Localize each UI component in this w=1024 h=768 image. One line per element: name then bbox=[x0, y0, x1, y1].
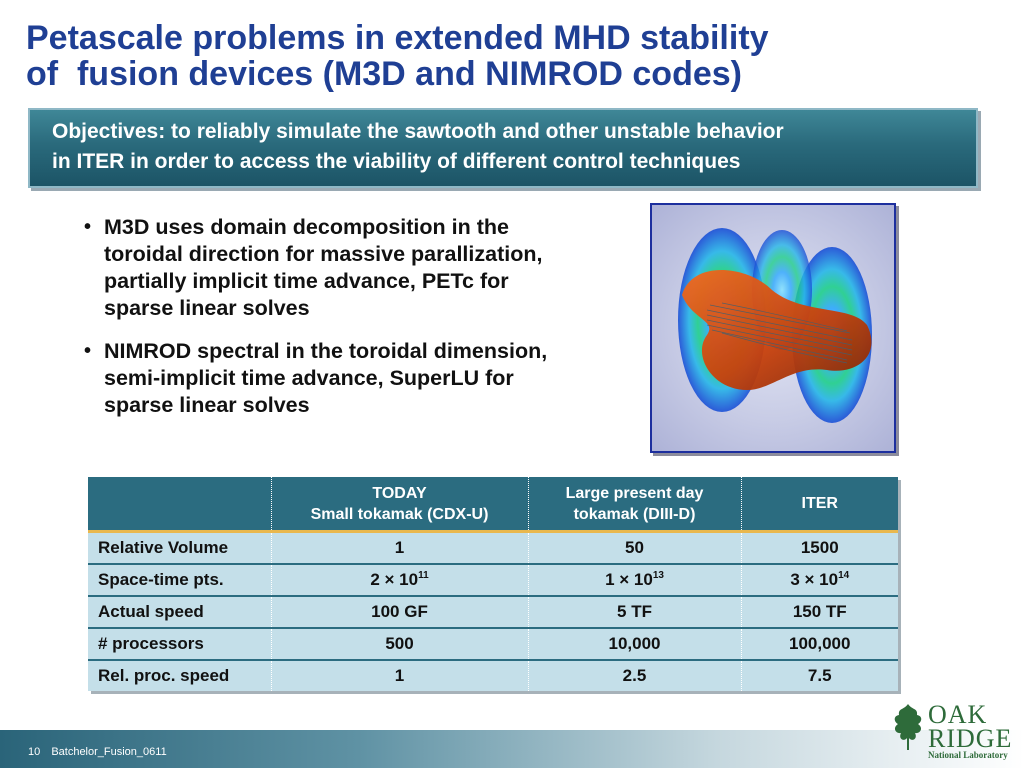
table-cell: 100,000 bbox=[740, 627, 898, 660]
slide-number: 10 bbox=[28, 746, 41, 758]
bullet-line: sparse linear solves bbox=[104, 393, 310, 417]
table-cell: 100 GF bbox=[270, 595, 528, 628]
table-cell: 2.5 bbox=[527, 659, 741, 691]
objectives-box: Objectives: to reliably simulate the saw… bbox=[28, 108, 978, 188]
table-cell: 50 bbox=[527, 531, 741, 564]
bullet-item-nimrod: • NIMROD spectral in the toroidal dimens… bbox=[84, 338, 644, 419]
table-cell: 7.5 bbox=[740, 659, 898, 691]
table-header-present-day: Large present day tokamak (DIII-D) bbox=[527, 477, 741, 533]
table-cell: 2 × 1011 bbox=[270, 563, 528, 596]
oak-ridge-logo: OAK RIDGE National Laboratory bbox=[890, 698, 1016, 760]
slide-title: Petascale problems in extended MHD stabi… bbox=[26, 20, 1006, 92]
header-line: ITER bbox=[801, 495, 838, 512]
bullet-line: semi-implicit time advance, SuperLU for bbox=[104, 366, 514, 390]
cell-value: 2 × 10 bbox=[370, 570, 419, 589]
table-cell: 10,000 bbox=[527, 627, 741, 660]
field-line-bundle bbox=[706, 302, 853, 364]
cell-value: 50 bbox=[625, 538, 644, 557]
cell-value: 100 GF bbox=[371, 602, 428, 621]
bullet-line: partially implicit time advance, PETc fo… bbox=[104, 269, 509, 293]
cell-exponent: 13 bbox=[652, 570, 664, 581]
table-row: Relative Volume 1 50 1500 bbox=[88, 531, 898, 564]
tokamak-simulation-image bbox=[650, 203, 896, 453]
row-label: Rel. proc. speed bbox=[88, 659, 271, 691]
table-header-today: TODAY Small tokamak (CDX-U) bbox=[270, 477, 528, 533]
row-label: Actual speed bbox=[88, 595, 271, 628]
table-cell: 1 × 1013 bbox=[527, 563, 741, 596]
bullet-line: toroidal direction for massive paralliza… bbox=[104, 242, 543, 266]
table-row: Actual speed 100 GF 5 TF 150 TF bbox=[88, 595, 898, 628]
cell-value: 10,000 bbox=[608, 634, 661, 653]
bullet-line: sparse linear solves bbox=[104, 296, 310, 320]
header-line: Small tokamak (CDX-U) bbox=[310, 505, 489, 523]
table-cell: 500 bbox=[270, 627, 528, 660]
plasma-ribbon bbox=[682, 270, 872, 390]
bullet-marker: • bbox=[84, 340, 92, 362]
cell-value: 1 × 10 bbox=[605, 570, 653, 589]
table-header-iter: ITER bbox=[740, 477, 898, 533]
cell-value: 150 TF bbox=[792, 602, 847, 621]
tokamak-simulation-graphic bbox=[678, 228, 872, 423]
footer: 10 Batchelor_Fusion_0611 bbox=[28, 746, 175, 758]
row-label: # processors bbox=[88, 627, 271, 660]
cell-value: 100,000 bbox=[789, 634, 851, 653]
objectives-line-2: in ITER in order to access the viability… bbox=[52, 150, 741, 173]
table-row: Space-time pts. 2 × 1011 1 × 1013 3 × 1014 bbox=[88, 563, 898, 596]
row-label: Relative Volume bbox=[88, 531, 271, 564]
oak-leaf-icon bbox=[894, 704, 922, 750]
table-row: # processors 500 10,000 100,000 bbox=[88, 627, 898, 660]
cell-value: 1500 bbox=[800, 538, 839, 557]
cell-value: 5 TF bbox=[617, 602, 652, 621]
cell-value: 2.5 bbox=[622, 666, 647, 685]
bullet-line: M3D uses domain decomposition in the bbox=[104, 215, 509, 239]
footer-bar bbox=[0, 730, 1024, 768]
table-cell: 1500 bbox=[740, 531, 898, 564]
header-line: TODAY bbox=[372, 484, 427, 502]
logo-text-ridge: RIDGE bbox=[928, 724, 1013, 753]
comparison-table: TODAY Small tokamak (CDX-U) Large presen… bbox=[88, 477, 898, 691]
table-header-row: TODAY Small tokamak (CDX-U) Large presen… bbox=[88, 477, 898, 533]
slide-title-line-1: Petascale problems in extended MHD stabi… bbox=[26, 19, 769, 57]
cell-value: 3 × 10 bbox=[790, 570, 839, 589]
cell-exponent: 11 bbox=[418, 570, 429, 581]
bullet-list: • M3D uses domain decomposition in the t… bbox=[84, 214, 644, 435]
table-cell: 5 TF bbox=[527, 595, 741, 628]
bullet-item-m3d: • M3D uses domain decomposition in the t… bbox=[84, 214, 644, 322]
table-cell: 1 bbox=[270, 531, 528, 564]
table-cell: 150 TF bbox=[740, 595, 898, 628]
cell-value: 500 bbox=[385, 634, 414, 653]
row-label: Space-time pts. bbox=[88, 563, 271, 596]
cell-value: 1 bbox=[394, 666, 405, 685]
table-body: Relative Volume 1 50 1500 Space-time pts. 2 ×… bbox=[88, 531, 898, 691]
table-cell: 1 bbox=[270, 659, 528, 691]
logo-text-oak: OAK bbox=[928, 700, 988, 729]
cell-value: 7.5 bbox=[807, 666, 832, 685]
cell-value: 1 bbox=[394, 538, 405, 557]
table-header-empty bbox=[88, 477, 271, 533]
header-line: Large present day bbox=[565, 484, 704, 502]
table-cell: 3 × 1014 bbox=[740, 563, 898, 596]
cell-exponent: 14 bbox=[838, 570, 850, 581]
objectives-line-1: Objectives: to reliably simulate the saw… bbox=[52, 120, 784, 143]
table-row: Rel. proc. speed 1 2.5 7.5 bbox=[88, 659, 898, 691]
header-line: tokamak (DIII-D) bbox=[573, 505, 696, 523]
logo-text-national-laboratory: National Laboratory bbox=[928, 750, 1008, 760]
bullet-line: NIMROD spectral in the toroidal dimensio… bbox=[104, 339, 548, 363]
slide-title-line-2: of fusion devices (M3D and NIMROD codes) bbox=[26, 55, 742, 93]
bullet-marker: • bbox=[84, 216, 92, 238]
footer-label: Batchelor_Fusion_0611 bbox=[51, 746, 167, 758]
